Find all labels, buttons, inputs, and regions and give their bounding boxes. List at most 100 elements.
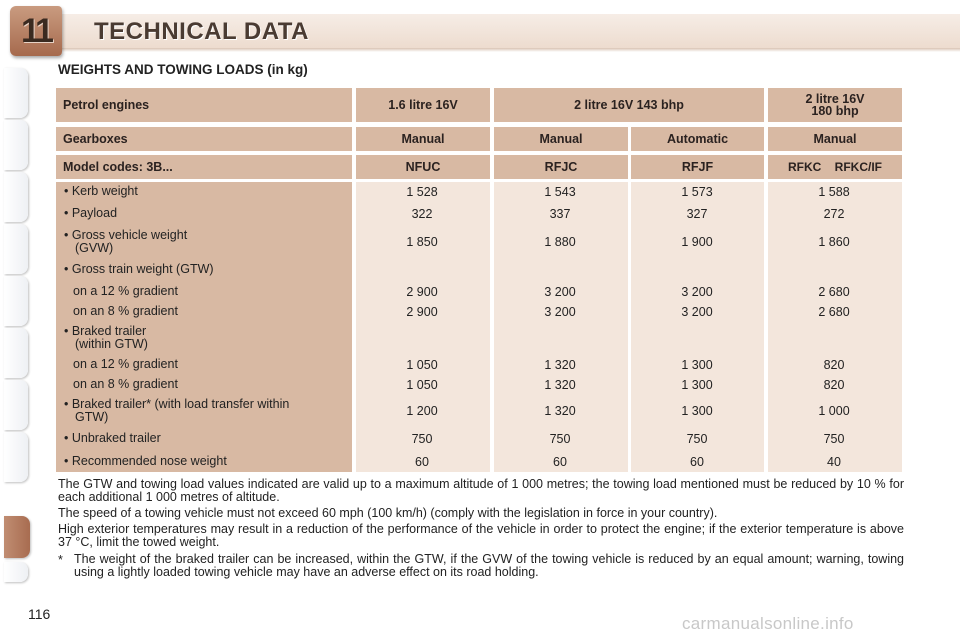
body-label-column [56,182,352,472]
table-cell: 820 [823,358,845,372]
note-speed: The speed of a towing vehicle must not e… [58,506,718,520]
body-column-3 [631,182,764,472]
table-cell: 1 860 [818,235,850,249]
side-tab[interactable] [4,562,28,582]
table-cell: 1 300 [681,358,713,372]
header-band-shadow [60,48,960,52]
header-engine-2: 2 litre 16V 143 bhp [494,88,764,122]
table-cell: 750 [686,432,708,446]
table-cell: 1 320 [544,404,576,418]
row-label-braked-load-transfer-sub: GTW) [75,410,109,424]
table-cell: 1 300 [681,404,713,418]
side-tab[interactable] [4,380,28,430]
table-cell: 750 [823,432,845,446]
table-cell: 1 050 [406,378,438,392]
table-cell: 1 588 [818,185,850,199]
table-cell: 750 [549,432,571,446]
table-cell: 3 200 [544,305,576,319]
row-label-gradient-8: on an 8 % gradient [73,377,178,391]
header-engine-3: 2 litre 16V 180 bhp [768,88,902,122]
row-label-payload: • Payload [64,206,118,220]
table-cell: 1 320 [544,378,576,392]
page-number: 116 [28,606,51,622]
table-cell: 322 [411,207,433,221]
watermark: carmanualsonline.info [682,614,854,633]
side-tab[interactable] [4,328,28,378]
table-cell: 2 680 [818,285,850,299]
row-label-nose-weight: • Recommended nose weight [64,454,227,468]
table-cell: 327 [686,207,708,221]
header-label-model: Model codes: 3B... [56,155,352,179]
side-tab[interactable] [4,224,28,274]
header-engine-3-line2: 180 bhp [811,104,859,118]
model-code-3: RFJF [631,155,764,179]
gearbox-2: Manual [494,127,628,151]
table-cell: 1 050 [406,358,438,372]
row-label-gvw-sub: (GVW) [75,241,114,255]
table-cell: 750 [411,432,433,446]
side-tab[interactable] [4,68,28,118]
table-cell: 2 680 [818,305,850,319]
row-label-braked-load-transfer: • Braked trailer* (with load transfer wi… [64,397,290,411]
table-cell: 1 573 [681,185,713,199]
chapter-side-tabs [0,62,30,582]
gearbox-1: Manual [356,127,490,151]
row-label-gvw: • Gross vehicle weight [64,228,188,242]
table-cell: 820 [823,378,845,392]
header-label-gearbox: Gearboxes [56,127,352,151]
body-column-2 [494,182,628,472]
row-label-gradient-12: on a 12 % gradient [73,357,178,371]
row-label-gtw: • Gross train weight (GTW) [64,262,214,276]
gearbox-3: Automatic [631,127,764,151]
side-tab[interactable] [4,432,28,482]
side-tab[interactable] [4,172,28,222]
table-cell: 3 200 [544,285,576,299]
row-label-kerb: • Kerb weight [64,184,138,198]
table-cell: 60 [415,455,429,469]
header-label-petrol: Petrol engines [56,88,352,122]
page-title: TECHNICAL DATA [94,18,309,45]
body-column-1 [356,182,490,472]
page-header: 11 TECHNICAL DATA [0,0,960,62]
table-cell: 1 900 [681,235,713,249]
side-tab[interactable] [4,276,28,326]
table-cell: 40 [827,455,841,469]
gearbox-4: Manual [768,127,902,151]
table-cell: 3 200 [681,285,713,299]
table-cell: 272 [823,207,845,221]
row-label-braked: • Braked trailer [64,324,147,338]
header-engine-1: 1.6 litre 16V [356,88,490,122]
model-code-2: RFJC [494,155,628,179]
note-braked-trailer: The weight of the braked trailer can be … [74,552,904,579]
side-tab[interactable] [4,120,28,170]
table-cell: 2 900 [406,305,438,319]
table-cell: 1 850 [406,235,438,249]
section-title: WEIGHTS AND TOWING LOADS (in kg) [58,62,308,77]
table-cell: 1 000 [818,404,850,418]
row-label-braked-sub: (within GTW) [75,337,148,351]
model-code-1: NFUC [356,155,490,179]
header-band [60,14,960,48]
table-cell: 60 [690,455,704,469]
table-cell: 2 900 [406,285,438,299]
table-cell: 1 543 [544,185,576,199]
row-label-gradient-8: on an 8 % gradient [73,304,178,318]
table-cell: 3 200 [681,305,713,319]
note-altitude: The GTW and towing load values indicated… [58,477,904,504]
row-label-unbraked: • Unbraked trailer [64,431,161,445]
table-cell: 1 528 [406,185,438,199]
table-cell: 1 320 [544,358,576,372]
table-cell: 337 [549,207,571,221]
table-cell: 60 [553,455,567,469]
note-temperature: High exterior temperatures may result in… [58,522,904,549]
side-tab-active[interactable] [4,516,30,558]
note-star-symbol: * [58,553,63,567]
header-engine-3-line1: 2 litre 16V [805,92,865,106]
chapter-tab [10,6,62,56]
table-cell: 1 300 [681,378,713,392]
chapter-number: 11 [21,12,54,50]
table-cell: 1 880 [544,235,576,249]
row-label-gradient-12: on a 12 % gradient [73,284,178,298]
model-code-4: RFKC RFKC/IF [768,155,902,179]
body-column-4 [768,182,902,472]
